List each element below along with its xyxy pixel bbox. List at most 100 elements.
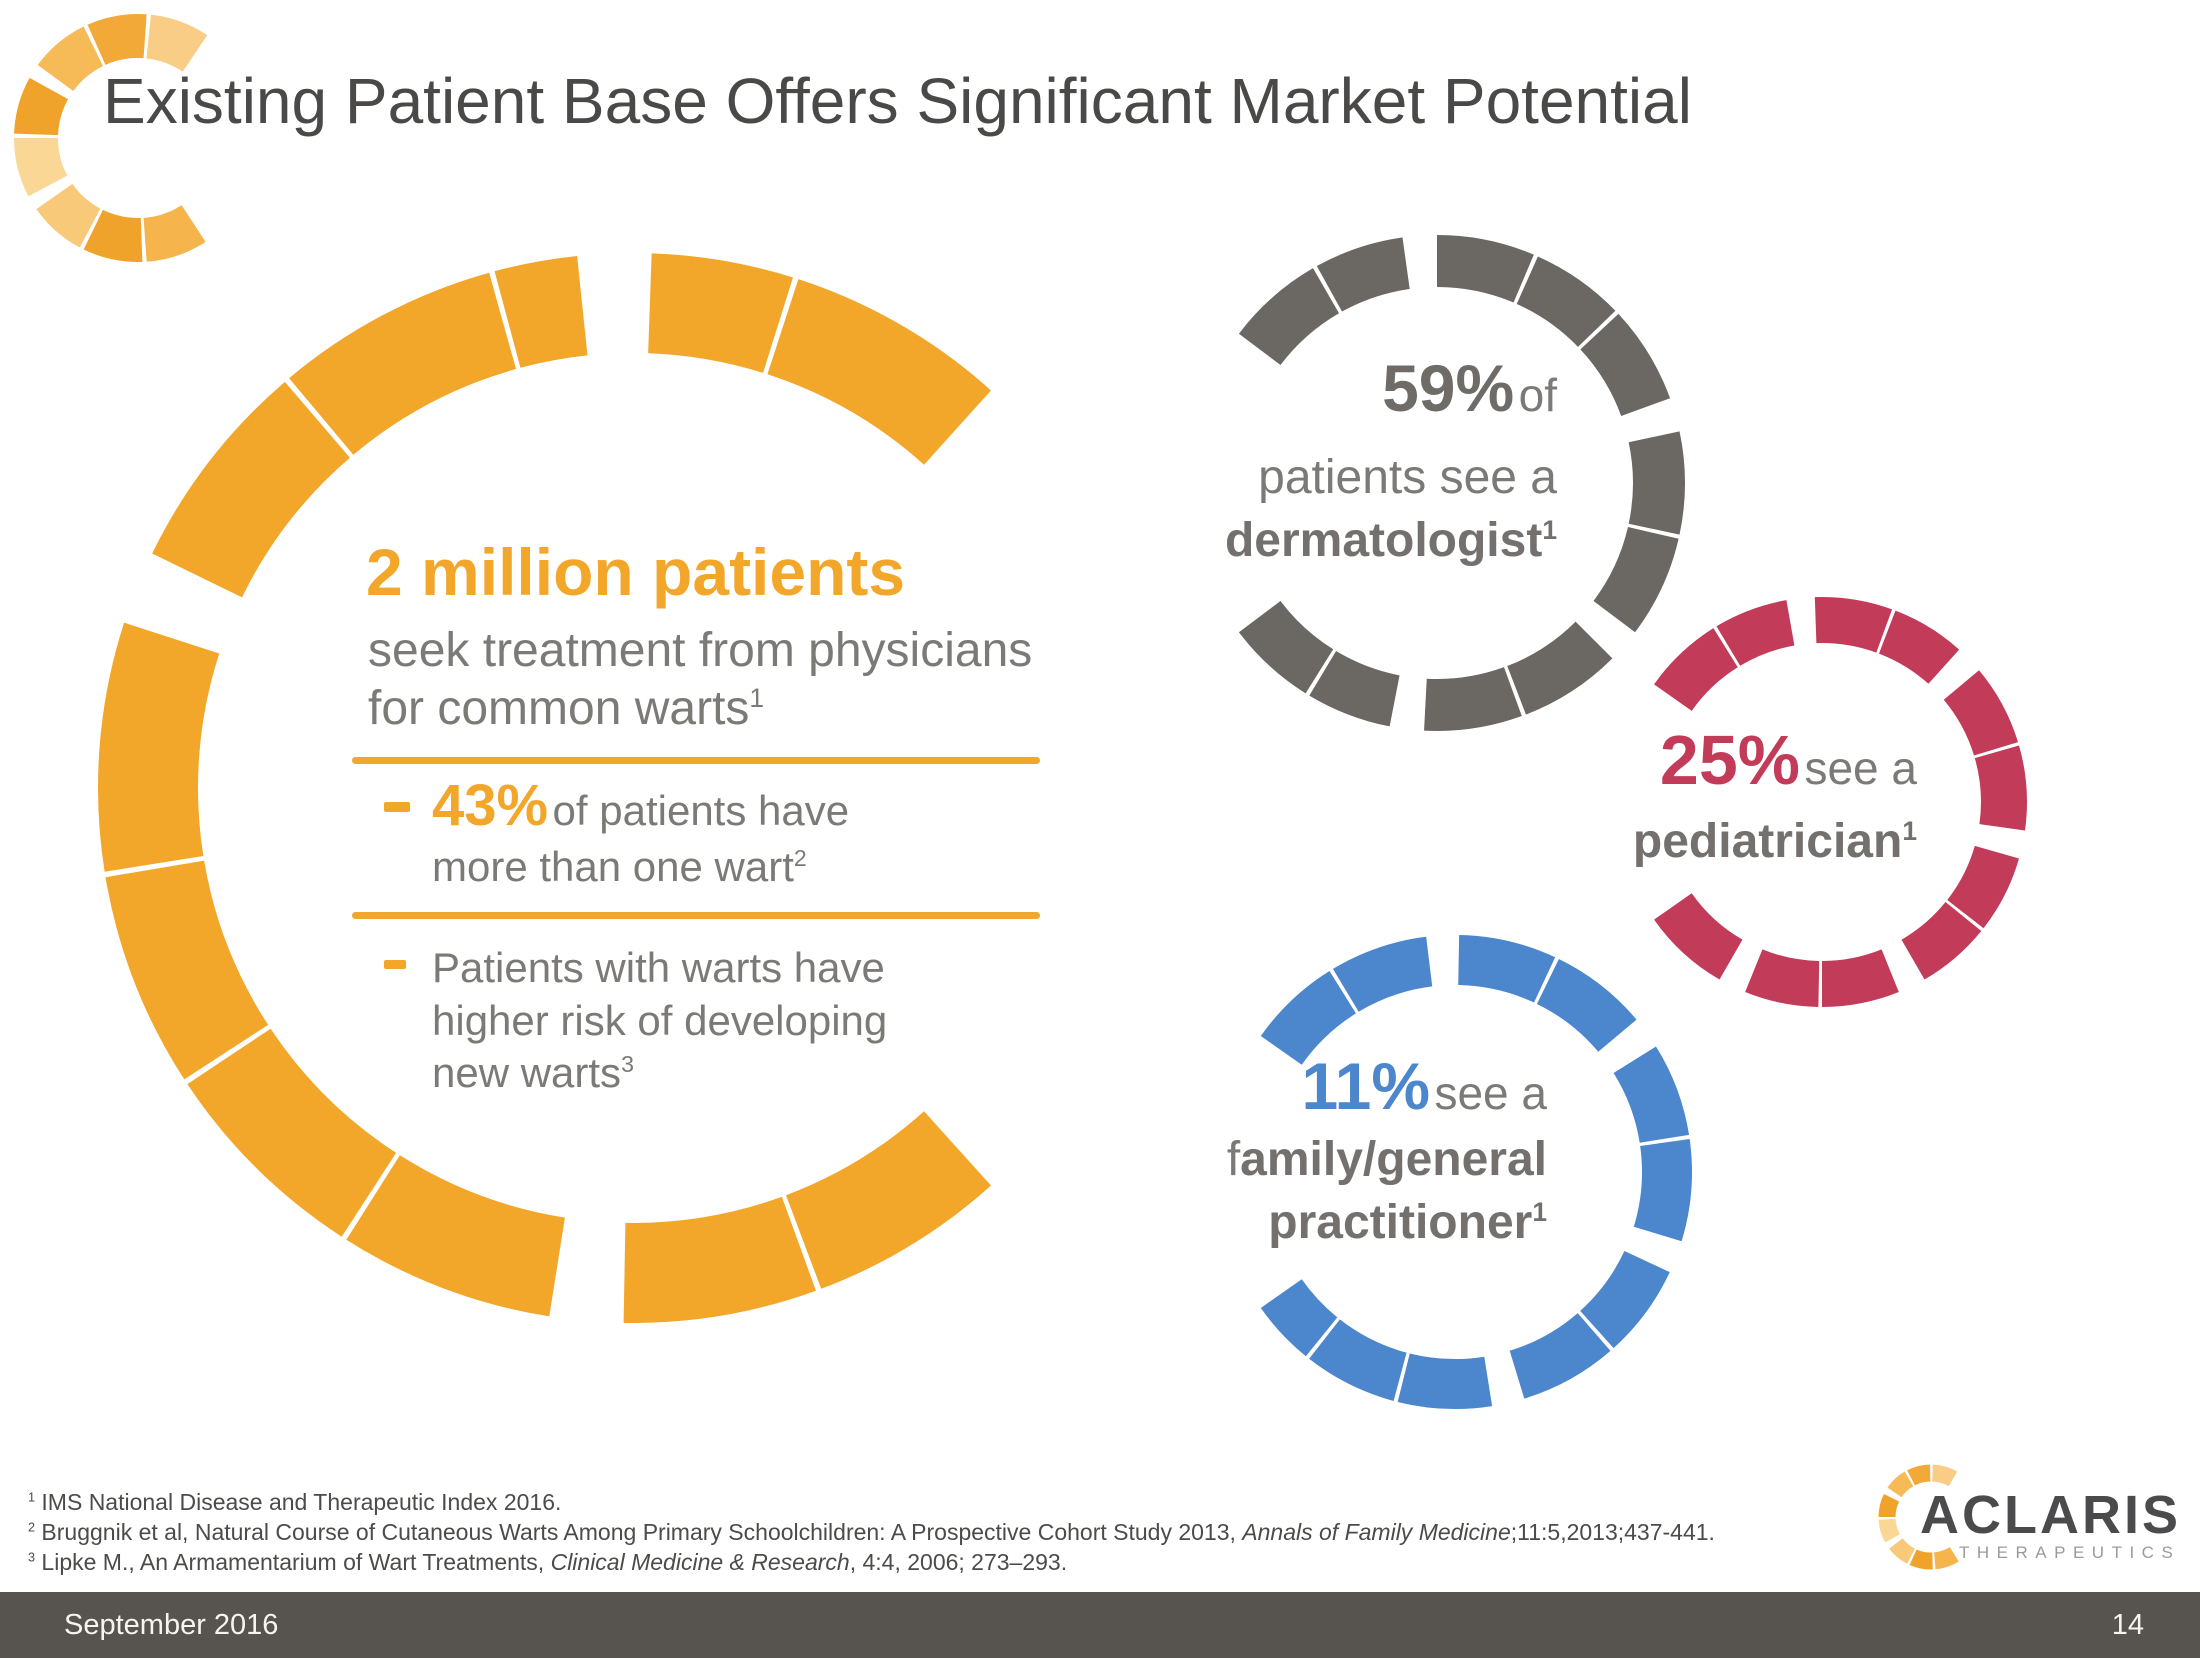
aclaris-logo-wordmark: ACLARIS — [1920, 1485, 2181, 1545]
ring-segment — [1974, 745, 2027, 831]
corner-arc-decoration — [13, 13, 208, 262]
footnote-ref-1: 1 — [1532, 1197, 1547, 1227]
bullet-dash-icon — [384, 960, 406, 969]
stat-25pct: 25% — [1659, 721, 1801, 799]
separator-line-bottom — [352, 912, 1040, 919]
ring-segment — [289, 272, 517, 456]
general-practitioner-stat: 11% see a family/general practitioner1 — [1227, 1048, 1547, 1250]
gp-line2-lead: f — [1226, 1133, 1241, 1186]
ring-segment — [1238, 268, 1340, 366]
ring-segment — [1516, 256, 1616, 348]
footer-bar: September 2016 14 — [0, 1592, 2200, 1658]
ring-segment — [1814, 597, 1893, 653]
footnote-ref-3: 3 — [621, 1051, 634, 1077]
derm-line2: patients see a — [1258, 451, 1557, 504]
footnote-ref-1: 1 — [1542, 515, 1557, 545]
footnote-ref-1: 1 — [749, 682, 765, 713]
derm-line3: dermatologist — [1224, 514, 1543, 567]
ring-segment — [13, 137, 68, 197]
gp-ring-blue — [1260, 935, 1692, 1410]
risk-line1: Patients with warts have — [432, 944, 885, 991]
footer-date: September 2016 — [64, 1609, 279, 1641]
ring-segment — [1260, 1278, 1338, 1357]
ring-segment — [346, 1154, 566, 1317]
ring-segment — [1457, 935, 1556, 1003]
footnote-ref-2: 2 — [793, 845, 807, 871]
ring-segment — [98, 622, 220, 872]
ring-segment — [152, 381, 351, 598]
stat-11pct: 11% — [1301, 1049, 1431, 1123]
ring-segment — [1878, 1518, 1901, 1543]
main-stat-subline: seek treatment from physicians for commo… — [368, 622, 1032, 737]
stat-59pct: 59% — [1382, 351, 1515, 425]
ring-segment — [494, 255, 589, 368]
stat-43pct: 43% — [432, 773, 549, 838]
subline-line1: seek treatment from physicians — [368, 624, 1033, 677]
stat-43pct-text-line2: more than one wart — [432, 843, 794, 890]
aclaris-logo-subtext: THERAPEUTICS — [1959, 1543, 2181, 1562]
stat-43pct-text: of patients have — [552, 787, 850, 834]
ring-segment — [1633, 1139, 1692, 1242]
ring-segment — [1946, 845, 2020, 929]
ring-segment — [187, 1028, 397, 1237]
footnote: 2 Bruggnik et al, Natural Course of Cuta… — [28, 1518, 1715, 1545]
ring-segment — [1909, 1549, 1933, 1570]
footnotes-block: 1 IMS National Disease and Therapeutic I… — [28, 1488, 1715, 1578]
bullet-text: Patients with warts have higher risk of … — [432, 942, 887, 1100]
pediatrician-stat: 25% see a pediatrician1 — [1633, 720, 1917, 869]
gp-line3: practitioner — [1268, 1196, 1533, 1249]
ring-segment — [1238, 600, 1334, 694]
ring-segment — [1316, 237, 1411, 312]
aclaris-logo-arc — [1878, 1464, 1959, 1570]
ring-segment — [1933, 1546, 1959, 1570]
main-stat-headline: 2 million patients — [366, 535, 906, 609]
ring-segment — [1821, 949, 1899, 1007]
ring-segment — [1579, 313, 1671, 417]
ring-segment — [1424, 666, 1522, 731]
ring-segment — [1654, 892, 1743, 980]
ring-segment — [14, 77, 69, 136]
ring-segment — [1309, 650, 1401, 727]
dermatologist-stat: 59% of patients see a dermatologist1 — [1225, 350, 1557, 568]
ring-segment — [1716, 600, 1796, 667]
ring-segment — [1900, 901, 1982, 980]
ring-segment — [1889, 1538, 1916, 1564]
risk-line3: new warts — [432, 1049, 622, 1096]
bullet-new-warts-risk: Patients with warts have higher risk of … — [384, 942, 887, 1100]
ring-segment — [83, 209, 143, 262]
bullet-multiple-warts: 43% of patients have more than one wart2 — [384, 772, 849, 891]
ring-segment — [1878, 610, 1960, 685]
ring-segment — [1436, 234, 1534, 303]
ped-line2: pediatrician — [1632, 815, 1903, 868]
ring-segment — [1309, 1319, 1408, 1401]
ring-segment — [1579, 1250, 1670, 1349]
ring-segment — [766, 279, 991, 466]
ring-segment — [1907, 1464, 1931, 1486]
bullet-text: 43% of patients have more than one wart2 — [432, 772, 849, 891]
gp-line2: amily/general — [1240, 1133, 1547, 1186]
ring-segment — [1931, 1464, 1958, 1487]
ring-segment — [1654, 628, 1739, 712]
ring-segment — [623, 1196, 816, 1323]
ring-segment — [1332, 936, 1433, 1013]
ring-segment — [1745, 949, 1820, 1007]
ring-segment — [1593, 526, 1679, 633]
footnote: 1 IMS National Disease and Therapeutic I… — [28, 1489, 562, 1515]
stat-59pct-rest: of — [1518, 369, 1557, 421]
ring-segment — [1506, 621, 1613, 715]
footnote: 3 Lipke M., An Armamentarium of Wart Tre… — [28, 1548, 1068, 1575]
ring-segment — [1613, 1046, 1690, 1144]
ring-segment — [87, 13, 147, 66]
ring-segment — [1887, 1471, 1914, 1498]
ring-segment — [1397, 1353, 1493, 1410]
stat-11pct-rest: see a — [1434, 1067, 1547, 1119]
dermatologist-ring-gray — [1238, 234, 1685, 731]
ring-segment — [647, 253, 793, 374]
pediatrician-ring-red — [1654, 597, 2027, 1007]
patients-ring-yellow — [98, 253, 991, 1323]
subline-line2: for common warts — [368, 681, 750, 735]
ring-segment — [1878, 1493, 1900, 1518]
risk-line2: higher risk of developing — [432, 996, 888, 1044]
separator-line-top — [352, 757, 1040, 764]
